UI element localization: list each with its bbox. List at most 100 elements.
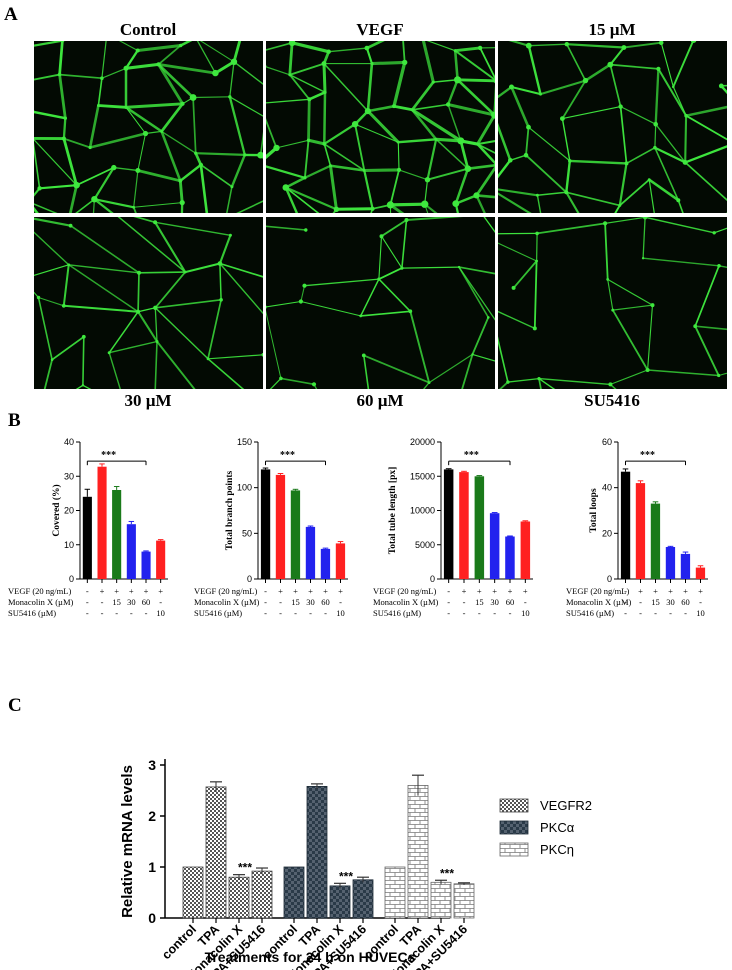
tube-segment bbox=[93, 198, 114, 213]
tube-segment bbox=[34, 141, 41, 190]
tube-segment bbox=[380, 219, 408, 238]
tube-segment bbox=[124, 49, 139, 70]
legend-swatch bbox=[499, 842, 529, 857]
micrograph-label-60um: 60 µM bbox=[356, 391, 404, 410]
tube-node bbox=[107, 351, 111, 355]
tube-segment bbox=[157, 62, 185, 106]
y-tick-label: 0 bbox=[607, 574, 612, 584]
treatment-value: - bbox=[294, 608, 297, 618]
tube-segment bbox=[34, 231, 70, 266]
tube-segment bbox=[124, 62, 160, 70]
treatment-value: + bbox=[523, 586, 528, 596]
tube-segment bbox=[684, 145, 727, 164]
tube-node bbox=[61, 303, 66, 308]
tube-node bbox=[228, 95, 232, 99]
treatment-value: + bbox=[338, 586, 343, 596]
tube-segment bbox=[288, 41, 294, 77]
tube-segment bbox=[684, 161, 727, 202]
panel-letter-b: B bbox=[8, 410, 21, 431]
panel-letter-c: C bbox=[8, 695, 22, 716]
tube-segment bbox=[213, 60, 236, 75]
tube-segment bbox=[154, 271, 187, 309]
tube-segment bbox=[68, 183, 78, 213]
tube-segment bbox=[82, 336, 85, 387]
tube-segment bbox=[644, 217, 715, 234]
tube-segment bbox=[232, 41, 242, 64]
tube-segment bbox=[498, 122, 512, 162]
tube-segment bbox=[132, 206, 137, 213]
tube-segment bbox=[230, 153, 247, 188]
tube-node bbox=[431, 80, 435, 84]
tube-segment bbox=[538, 377, 612, 386]
treatment-value: 60 bbox=[321, 597, 330, 607]
network-strands bbox=[498, 41, 727, 213]
tube-node bbox=[135, 48, 140, 53]
treatment-value: + bbox=[100, 586, 105, 596]
bar bbox=[329, 885, 351, 919]
tube-segment bbox=[458, 266, 495, 321]
tube-segment bbox=[498, 242, 538, 262]
bar bbox=[251, 870, 273, 919]
treatment-value: 30 bbox=[490, 597, 499, 607]
tube-segment bbox=[303, 164, 332, 179]
tube-segment bbox=[619, 105, 628, 165]
treatment-value: 30 bbox=[666, 597, 675, 607]
tube-segment bbox=[657, 67, 688, 117]
tube-node bbox=[408, 309, 413, 314]
treatment-value: - bbox=[684, 608, 687, 618]
tube-segment bbox=[34, 187, 41, 197]
tube-segment bbox=[366, 109, 400, 144]
tube-segment bbox=[137, 133, 146, 171]
y-tick-label: 0 bbox=[247, 574, 252, 584]
treatment-row-label: VEGF (20 ng/mL) bbox=[566, 586, 629, 596]
tube-node bbox=[454, 76, 462, 84]
tube-node bbox=[471, 353, 474, 356]
tube-segment bbox=[284, 186, 338, 211]
tube-segment bbox=[67, 264, 139, 313]
treatment-value: - bbox=[463, 597, 466, 607]
tube-segment bbox=[68, 264, 140, 274]
x-axis-label: Treatments for 24 h on HUVECs bbox=[205, 949, 416, 965]
tube-segment bbox=[509, 154, 527, 162]
treatment-value: 60 bbox=[681, 597, 690, 607]
tube-segment bbox=[306, 138, 326, 146]
tube-segment bbox=[604, 217, 646, 225]
tube-segment bbox=[527, 44, 542, 96]
tube-segment bbox=[259, 131, 263, 156]
treatment-value: + bbox=[508, 586, 513, 596]
bar bbox=[182, 866, 204, 919]
tube-segment bbox=[565, 191, 621, 207]
tube-segment bbox=[654, 146, 680, 201]
network-strands bbox=[266, 41, 495, 213]
tube-node bbox=[560, 116, 565, 121]
bar bbox=[650, 503, 661, 579]
bar bbox=[97, 466, 107, 579]
treatment-value: - bbox=[639, 597, 642, 607]
tube-node bbox=[682, 159, 688, 165]
tube-segment bbox=[179, 163, 203, 183]
tube-node bbox=[311, 382, 317, 387]
tube-segment bbox=[648, 179, 655, 213]
tube-segment bbox=[411, 103, 449, 111]
tube-node bbox=[642, 217, 648, 220]
treatment-value: - bbox=[654, 608, 657, 618]
tube-segment bbox=[266, 310, 282, 379]
bar bbox=[306, 786, 328, 919]
tube-segment bbox=[421, 41, 435, 84]
significance-label: *** bbox=[339, 869, 353, 883]
tube-node bbox=[653, 145, 657, 150]
tube-node bbox=[653, 121, 658, 127]
tube-node bbox=[404, 218, 409, 222]
tube-segment bbox=[329, 164, 338, 211]
tube-segment bbox=[284, 186, 320, 213]
tube-segment bbox=[475, 165, 495, 197]
tube-node bbox=[535, 193, 539, 197]
legend-swatch bbox=[499, 820, 529, 835]
bar bbox=[290, 490, 301, 579]
tube-segment bbox=[432, 79, 459, 83]
significance-label: *** bbox=[640, 450, 655, 461]
tube-segment bbox=[266, 41, 293, 51]
tube-node bbox=[618, 203, 622, 207]
tube-segment bbox=[527, 126, 571, 162]
bar bbox=[620, 471, 631, 579]
